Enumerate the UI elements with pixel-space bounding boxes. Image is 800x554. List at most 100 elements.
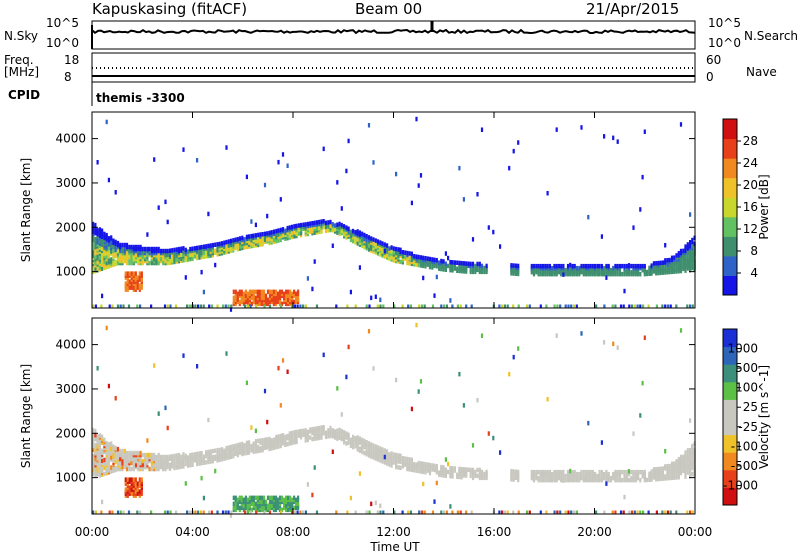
velocity-cell [138, 481, 141, 486]
velocity-cell [111, 510, 114, 515]
velocity-cell [485, 469, 488, 475]
velocity-noise-cell [202, 495, 205, 501]
power-cell [123, 242, 126, 248]
power-cell [140, 271, 143, 276]
power-cell [94, 304, 97, 309]
velocity-cell [648, 471, 651, 477]
velocity-cell [148, 466, 151, 472]
velocity-cell [202, 454, 205, 459]
velocity-noise-cell [487, 431, 490, 436]
velocity-cell [476, 473, 479, 479]
velocity-noise-cell [340, 412, 343, 417]
power-cell [270, 230, 273, 235]
power-noise-cell [114, 190, 117, 195]
velocity-cell [625, 473, 628, 479]
velocity-cell [365, 510, 368, 515]
power-cell [453, 260, 456, 265]
power-noise-cell [311, 286, 314, 292]
velocity-noise-cell [229, 513, 233, 518]
velocity-cell [139, 510, 142, 515]
colorbar-swatch [723, 381, 737, 400]
power-cell [392, 250, 395, 255]
power-cell [128, 279, 131, 284]
velocity-cell [451, 474, 454, 479]
velocity-cell [560, 469, 563, 475]
velocity-cell [260, 505, 263, 511]
power-cell [435, 258, 438, 263]
power-cell [611, 304, 614, 309]
velocity-cell [128, 450, 131, 456]
power-cell [556, 304, 559, 309]
velocity-noise-cell [569, 468, 572, 474]
velocity-cell [514, 469, 518, 474]
velocity-cell [209, 449, 212, 454]
velocity-noise-cell [476, 398, 479, 403]
colorbar-tick-label: 4 [750, 266, 758, 280]
power-noise-cell [395, 171, 398, 177]
power-cell [279, 237, 282, 243]
y-tick-label: 1000 [55, 471, 86, 485]
power-cell [410, 251, 413, 257]
power-cell [268, 299, 272, 305]
velocity-cell [126, 493, 129, 498]
power-cell [630, 304, 634, 309]
velocity-cell [240, 505, 243, 511]
power-cell [431, 257, 434, 262]
velocity-cell [309, 435, 312, 440]
velocity-cell [124, 477, 127, 482]
velocity-cell [440, 464, 443, 470]
velocity-cell [691, 459, 694, 465]
power-cell [100, 304, 103, 309]
velocity-cell [589, 469, 592, 475]
power-cell [370, 236, 373, 241]
velocity-noise-cell [331, 449, 334, 454]
velocity-noise-cell [358, 471, 361, 476]
power-cell [132, 244, 135, 250]
velocity-cell [609, 475, 612, 481]
power-noise-cell [229, 307, 233, 312]
nave-tick-high: 60 [706, 53, 722, 67]
power-cell [293, 289, 296, 295]
velocity-cell [182, 456, 185, 461]
power-noise-cell [164, 199, 167, 205]
power-cell [557, 263, 560, 269]
power-cell [691, 243, 694, 249]
velocity-noise-cell [370, 501, 373, 507]
x-axis-label: Time UT [369, 540, 420, 554]
power-cell [211, 248, 214, 254]
power-cell [112, 238, 115, 243]
velocity-cell [123, 448, 126, 454]
power-cell [642, 304, 645, 309]
power-cell [276, 299, 280, 305]
power-cell [261, 235, 264, 241]
velocity-cell [121, 448, 124, 454]
power-cell [94, 236, 97, 242]
velocity-cell [530, 473, 533, 479]
power-cell [408, 255, 411, 260]
velocity-cell [542, 469, 545, 475]
velocity-cell [365, 448, 368, 453]
velocity-cell [691, 465, 694, 471]
velocity-noise-cell [580, 331, 583, 336]
power-cell [112, 248, 115, 253]
velocity-cell [94, 456, 97, 462]
power-cell [381, 247, 384, 252]
velocity-cell [297, 429, 300, 434]
velocity-cell [299, 510, 302, 515]
power-cell [125, 250, 129, 256]
velocity-noise-cell [379, 503, 382, 509]
power-cell [382, 304, 385, 309]
velocity-cell [300, 428, 303, 434]
velocity-cell [465, 510, 468, 515]
velocity-cell [661, 470, 664, 475]
power-cell [114, 253, 117, 259]
velocity-cell [139, 456, 142, 462]
power-cell [548, 263, 551, 269]
power-cell [623, 263, 626, 269]
power-noise-cell [358, 265, 361, 270]
velocity-cell [166, 510, 169, 515]
power-cell [268, 304, 272, 309]
power-cell [381, 241, 384, 246]
power-cell [297, 289, 300, 295]
